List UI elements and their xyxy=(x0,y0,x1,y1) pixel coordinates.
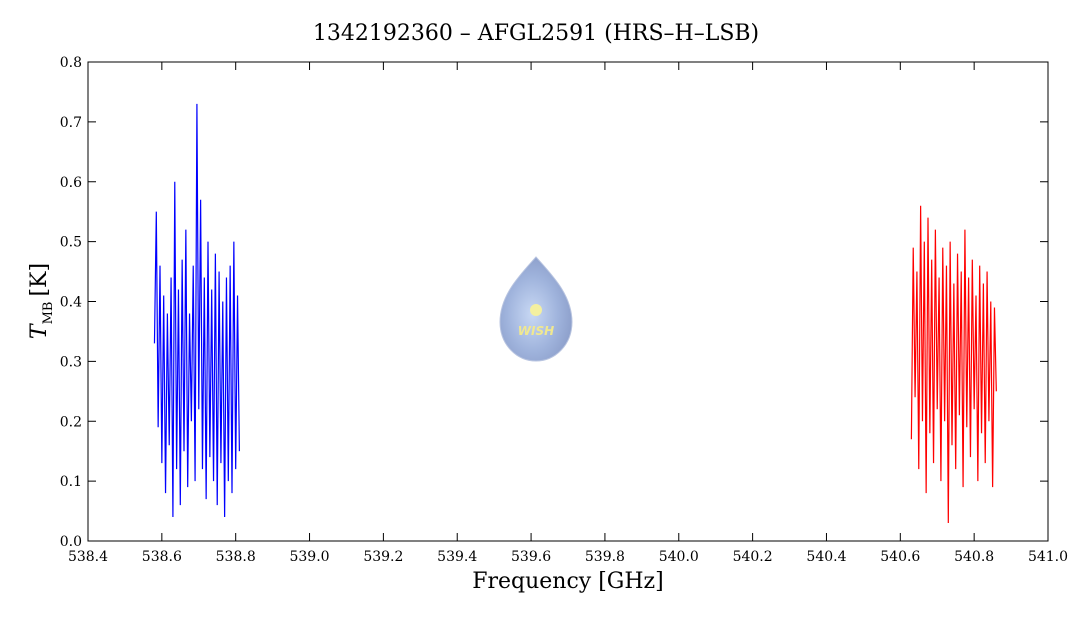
x-tick-label: 541.0 xyxy=(1028,549,1068,565)
wish-logo: WISH xyxy=(499,256,573,362)
x-tick-label: 538.8 xyxy=(216,549,256,565)
x-tick-label: 539.8 xyxy=(585,549,625,565)
logo-text: WISH xyxy=(518,324,554,338)
y-tick-label: 0.4 xyxy=(60,295,82,311)
y-tick-label: 0.6 xyxy=(60,175,82,191)
spectrum-line xyxy=(910,205,997,524)
y-tick-label: 0.0 xyxy=(60,534,82,550)
x-tick-label: 539.0 xyxy=(289,549,329,565)
x-tick-label: 538.6 xyxy=(142,549,182,565)
x-tick-label: 540.0 xyxy=(659,549,699,565)
y-axis-unit: [K] xyxy=(27,263,52,297)
chart-title: 1342192360 – AFGL2591 (HRS–H–LSB) xyxy=(313,21,759,46)
y-tick-label: 0.1 xyxy=(60,474,82,490)
x-tick-label: 539.6 xyxy=(511,549,551,565)
x-tick-label: 538.4 xyxy=(68,549,108,565)
x-axis-label: Frequency [GHz] xyxy=(472,569,664,594)
x-tick-label: 540.4 xyxy=(806,549,846,565)
x-tick-label: 539.4 xyxy=(437,549,477,565)
y-axis-subscript: MB xyxy=(41,302,56,325)
x-tick-label: 540.8 xyxy=(954,549,994,565)
y-tick-label: 0.3 xyxy=(60,354,82,370)
y-tick-label: 0.8 xyxy=(60,55,82,71)
y-tick-label: 0.2 xyxy=(60,414,82,430)
y-tick-label: 0.7 xyxy=(60,115,82,131)
x-tick-label: 540.2 xyxy=(733,549,773,565)
x-tick-label: 540.6 xyxy=(880,549,920,565)
y-axis-label: TMB [K] xyxy=(27,263,56,339)
y-axis-symbol: T xyxy=(27,322,52,339)
spectrum-line xyxy=(153,103,240,518)
y-tick-label: 0.5 xyxy=(60,235,82,251)
x-tick-label: 539.2 xyxy=(363,549,403,565)
logo-star xyxy=(530,304,542,316)
